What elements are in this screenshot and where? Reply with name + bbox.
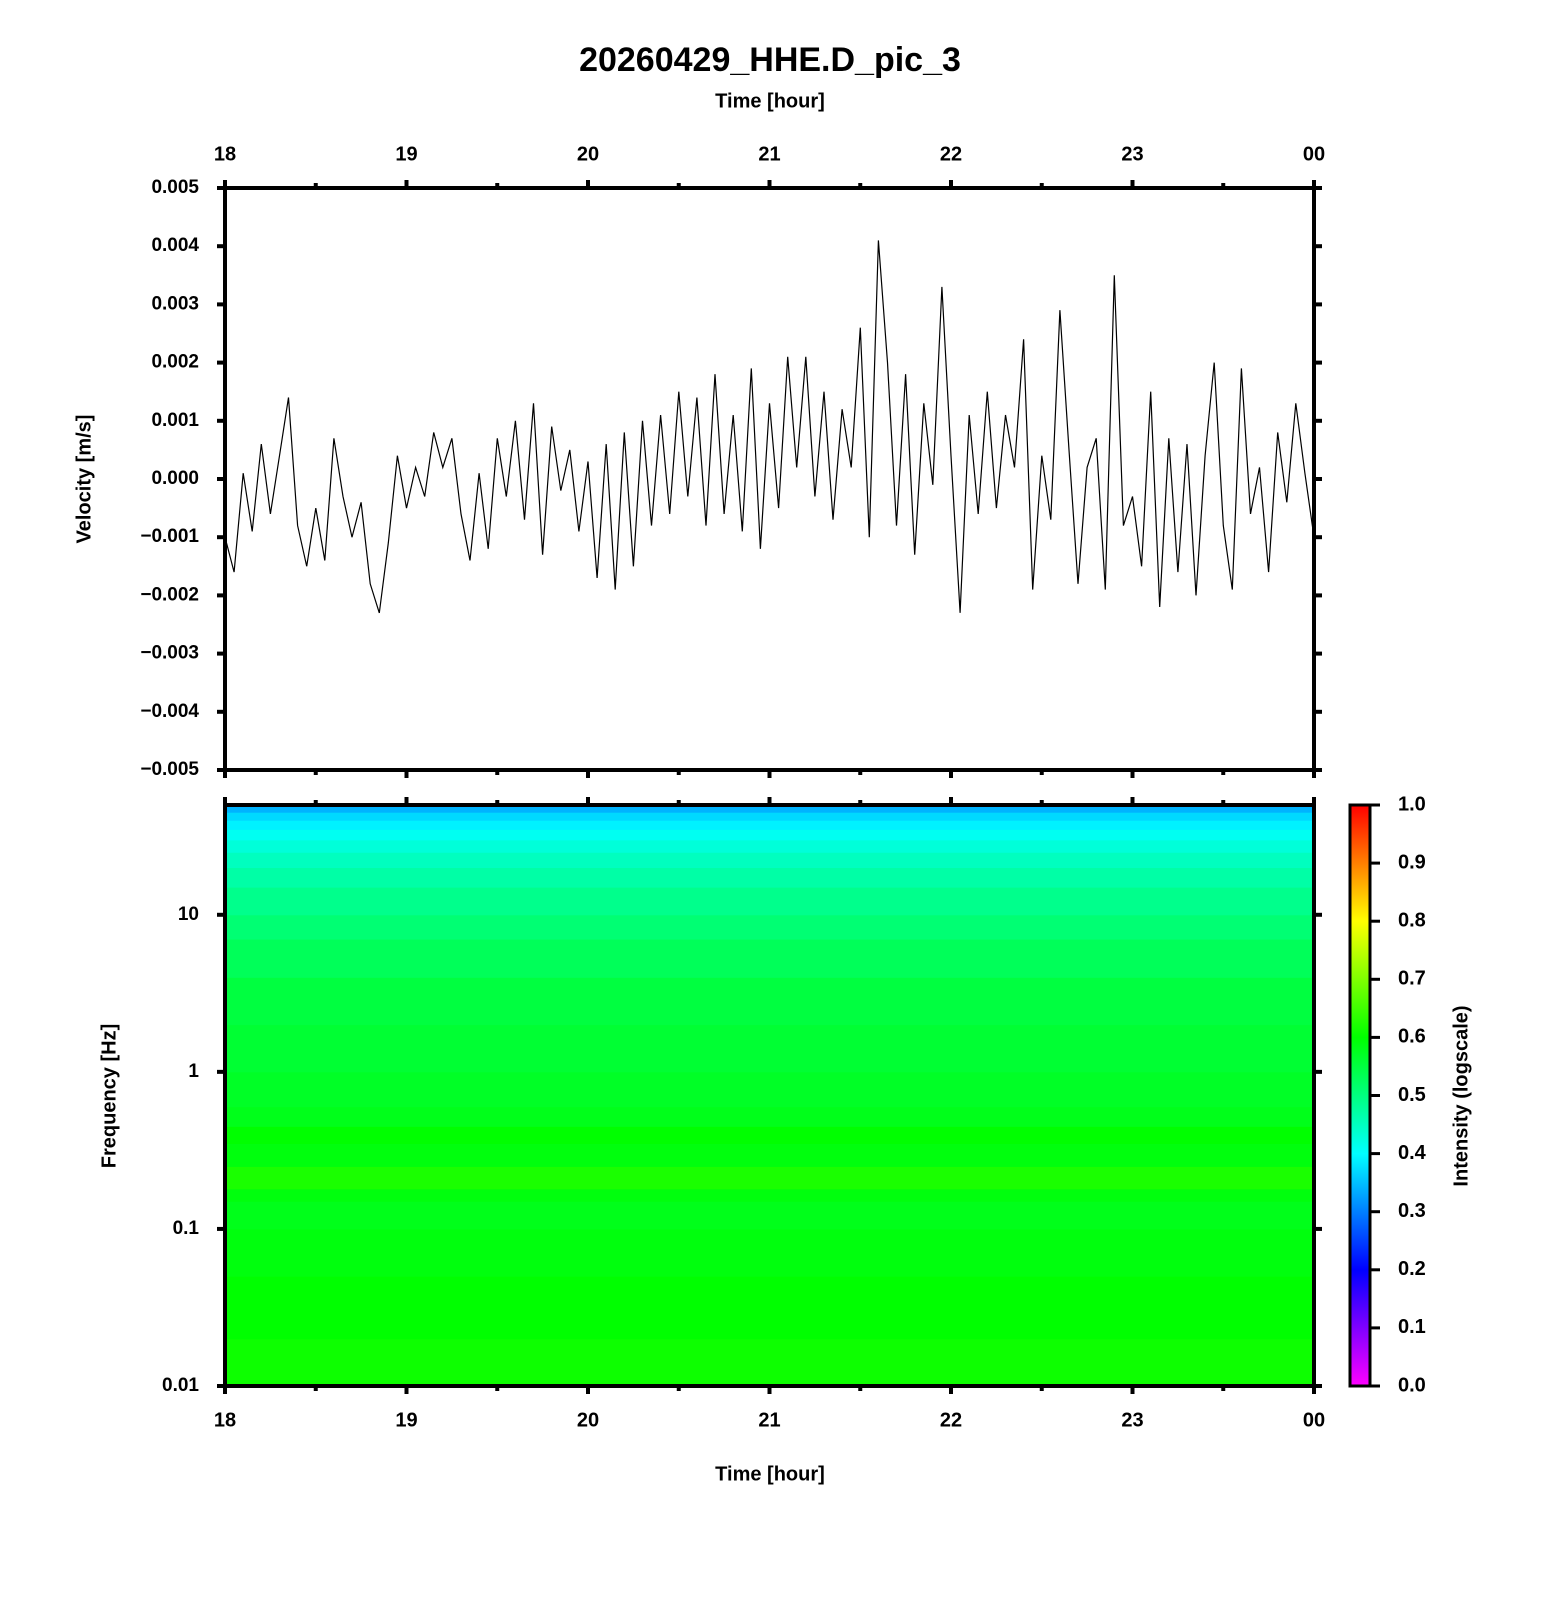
velocity-line bbox=[224, 240, 1315, 614]
colorbar-tick-label: 0.8 bbox=[1398, 909, 1426, 931]
x-tick-label: 22 bbox=[940, 1409, 962, 1431]
x-tick-label: 21 bbox=[758, 1409, 780, 1431]
y-tick-label: 1 bbox=[188, 1061, 199, 1082]
x-tick-label: 19 bbox=[395, 1409, 417, 1431]
spectrogram-band bbox=[225, 1228, 1314, 1277]
spectrogram-band bbox=[225, 812, 1314, 821]
spectrogram-band bbox=[225, 839, 1314, 853]
spectrogram-band bbox=[225, 1166, 1314, 1190]
spectrogram-band bbox=[225, 914, 1314, 940]
spectrogram-band bbox=[225, 820, 1314, 830]
y-tick-label: 0.003 bbox=[151, 293, 199, 314]
y-axis-label: Velocity [m/s] bbox=[73, 415, 95, 544]
colorbar-label: Intensity (logscale) bbox=[1450, 1005, 1472, 1186]
colorbar-tick-label: 1.0 bbox=[1398, 793, 1426, 815]
colorbar-tick-label: 0.0 bbox=[1398, 1374, 1426, 1396]
y-tick-label: 0.001 bbox=[151, 410, 199, 431]
x-axis-label: Time [hour] bbox=[715, 1463, 825, 1485]
x-tick-label: 22 bbox=[940, 143, 962, 165]
colorbar-tick-label: 0.2 bbox=[1398, 1258, 1426, 1280]
colorbar bbox=[1348, 803, 1372, 1388]
plot-frame bbox=[223, 803, 1316, 1388]
spectrogram-band bbox=[225, 1106, 1314, 1127]
plot-frame bbox=[223, 186, 1316, 772]
y-tick-label: −0.001 bbox=[140, 526, 199, 547]
y-tick-label: 0.002 bbox=[151, 352, 199, 373]
y-tick-label: 10 bbox=[178, 904, 199, 925]
colorbar-tick-label: 0.1 bbox=[1398, 1316, 1426, 1338]
y-tick-label: 0.01 bbox=[162, 1375, 199, 1396]
x-tick-label: 19 bbox=[395, 143, 417, 165]
spectrogram-band bbox=[225, 977, 1314, 1026]
colorbar-tick-label: 0.7 bbox=[1398, 968, 1426, 990]
spectrogram-band bbox=[225, 829, 1314, 841]
x-tick-label: 00 bbox=[1303, 1409, 1325, 1431]
spectrogram-band bbox=[225, 805, 1314, 813]
chart-title: 20260429_HHE.D_pic_3 bbox=[579, 41, 961, 79]
y-tick-label: −0.004 bbox=[140, 701, 199, 722]
spectrogram-band bbox=[225, 1276, 1314, 1340]
x-tick-label: 20 bbox=[577, 143, 599, 165]
x-tick-label: 20 bbox=[577, 1409, 599, 1431]
top-x-axis-label: Time [hour] bbox=[715, 90, 825, 112]
colorbar-tick-label: 0.5 bbox=[1398, 1084, 1426, 1106]
y-tick-label: −0.005 bbox=[140, 759, 199, 780]
x-tick-label: 18 bbox=[214, 1409, 236, 1431]
spectrogram-band bbox=[225, 1201, 1314, 1230]
spectrogram-band bbox=[225, 1071, 1314, 1108]
x-tick-label: 21 bbox=[758, 143, 780, 165]
y-tick-label: −0.002 bbox=[140, 584, 199, 605]
spectrogram-band bbox=[225, 1024, 1314, 1073]
colorbar-tick-label: 0.4 bbox=[1398, 1142, 1427, 1164]
x-tick-label: 18 bbox=[214, 143, 236, 165]
spectrogram-band bbox=[225, 1143, 1314, 1167]
y-tick-label: 0.1 bbox=[173, 1218, 200, 1239]
y-tick-label: 0.000 bbox=[151, 468, 199, 489]
x-tick-label: 23 bbox=[1121, 143, 1143, 165]
spectrogram-band bbox=[225, 887, 1314, 916]
spectrogram-band bbox=[225, 1126, 1314, 1144]
colorbar-tick-label: 0.3 bbox=[1398, 1200, 1426, 1222]
x-tick-label: 23 bbox=[1121, 1409, 1143, 1431]
x-tick-label: 00 bbox=[1303, 143, 1325, 165]
spectrogram-band bbox=[225, 1338, 1314, 1387]
y-tick-label: −0.003 bbox=[140, 643, 199, 664]
y-tick-label: 0.005 bbox=[151, 177, 199, 198]
spectrogram-band bbox=[225, 939, 1314, 978]
spectrogram-band bbox=[225, 852, 1314, 869]
y-tick-label: 0.004 bbox=[151, 235, 199, 256]
spectrogram-band bbox=[225, 867, 1314, 888]
colorbar-tick-label: 0.6 bbox=[1398, 1026, 1426, 1048]
colorbar-tick-label: 0.9 bbox=[1398, 851, 1426, 873]
y-axis-label: Frequency [Hz] bbox=[98, 1024, 120, 1168]
spectrogram-band bbox=[225, 1188, 1314, 1202]
